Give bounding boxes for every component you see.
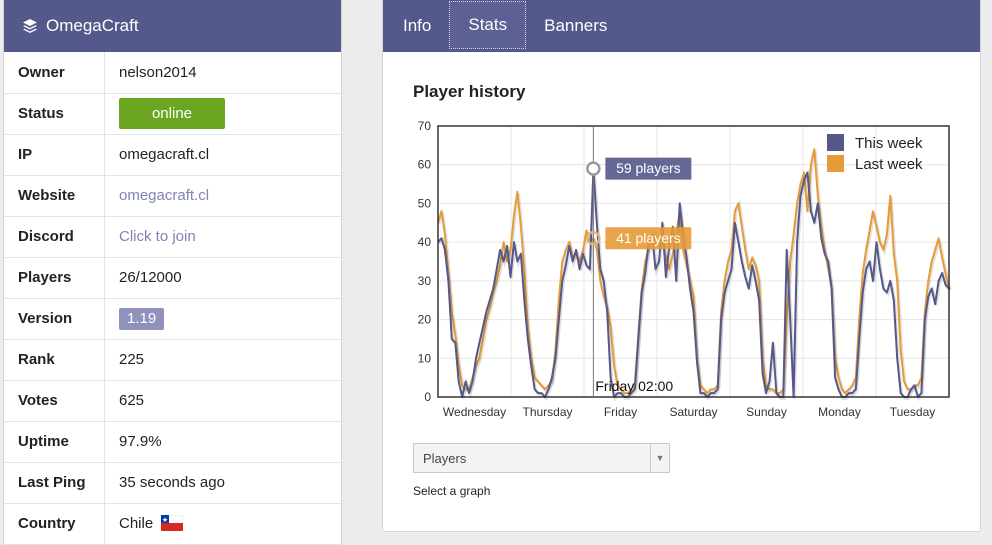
y-tick-label: 20 bbox=[418, 313, 432, 327]
legend-label[interactable]: This week bbox=[855, 135, 923, 152]
info-row-last-ping: Last Ping 35 seconds ago bbox=[4, 462, 341, 503]
info-value-cell: 1.19 bbox=[105, 298, 342, 339]
series-line-last-week bbox=[437, 148, 950, 395]
layers-icon bbox=[22, 18, 38, 34]
info-key: Rank bbox=[4, 339, 105, 380]
server-header: OmegaCraft bbox=[4, 0, 341, 52]
chile-flag-icon bbox=[160, 514, 184, 532]
x-tick-label: Friday bbox=[604, 405, 637, 419]
y-tick-label: 0 bbox=[424, 390, 431, 404]
x-tick-label: Wednesday bbox=[443, 405, 506, 419]
info-key: Players bbox=[4, 257, 105, 298]
info-value-cell: omegacraft.cl bbox=[105, 134, 342, 175]
y-tick-label: 30 bbox=[418, 274, 432, 288]
legend-swatch bbox=[827, 134, 844, 151]
info-value-cell: 225 bbox=[105, 339, 342, 380]
info-key: Discord bbox=[4, 216, 105, 257]
info-row-owner: Owner nelson2014 bbox=[4, 52, 341, 93]
info-value-cell: nelson2014 bbox=[105, 52, 342, 93]
server-info-panel: OmegaCraft Owner nelson2014 Status online IP… bbox=[3, 0, 342, 545]
hover-point-this-week bbox=[586, 161, 601, 176]
tab-bar: Info Stats Banners bbox=[383, 0, 980, 52]
x-tick-label: Monday bbox=[818, 405, 861, 419]
info-value: 26/12000 bbox=[119, 269, 182, 286]
tooltip-box bbox=[605, 227, 692, 250]
x-tick-label: Thursday bbox=[522, 405, 572, 419]
info-row-website: Website omegacraft.cl bbox=[4, 175, 341, 216]
info-value-cell: 97.9% bbox=[105, 421, 342, 462]
info-value-cell: 625 bbox=[105, 380, 342, 421]
info-row-status: Status online bbox=[4, 93, 341, 134]
y-tick-label: 40 bbox=[418, 235, 432, 249]
info-key: Status bbox=[4, 93, 105, 134]
chart-title: Player history bbox=[413, 82, 526, 101]
x-tick-label: Saturday bbox=[669, 405, 717, 419]
y-tick-label: 70 bbox=[418, 119, 432, 133]
y-tick-label: 50 bbox=[418, 196, 432, 210]
info-row-version: Version 1.19 bbox=[4, 298, 341, 339]
crosshair-label: Friday 02:00 bbox=[595, 378, 673, 394]
tab-info[interactable]: Info bbox=[403, 16, 432, 35]
info-value: 625 bbox=[119, 392, 145, 409]
graph-select[interactable]: Players ▼ bbox=[413, 443, 670, 473]
info-value-cell: 35 seconds ago bbox=[105, 462, 342, 503]
info-row-players: Players 26/12000 bbox=[4, 257, 341, 298]
info-row-discord: Discord Click to join bbox=[4, 216, 341, 257]
info-row-ip: IP omegacraft.cl bbox=[4, 134, 341, 175]
player-history-chart[interactable]: 0 10 20 30 40 50 60 70 Wednesday Thursday Friday Sa… bbox=[393, 112, 953, 422]
x-tick-label: Sunday bbox=[746, 405, 787, 419]
info-value-cell: omegacraft.cl bbox=[105, 175, 342, 216]
info-value: 97.9% bbox=[119, 433, 162, 450]
info-key: Votes bbox=[4, 380, 105, 421]
info-link[interactable]: Click to join bbox=[119, 228, 196, 245]
status-badge: online bbox=[119, 98, 225, 129]
info-row-uptime: Uptime 97.9% bbox=[4, 421, 341, 462]
tooltip-label: 59 players bbox=[616, 160, 681, 176]
stats-panel: Info Stats Banners Player history 0 10 20 3… bbox=[382, 0, 981, 532]
info-value-cell: 26/12000 bbox=[105, 257, 342, 298]
info-key: Version bbox=[4, 298, 105, 339]
info-value: nelson2014 bbox=[119, 63, 197, 81]
hover-point-last-week bbox=[586, 231, 601, 246]
graph-select-value: Players bbox=[423, 450, 467, 466]
info-row-votes: Votes 625 bbox=[4, 380, 341, 421]
info-value-cell: online bbox=[105, 93, 342, 134]
legend-swatch bbox=[827, 155, 844, 172]
info-value-cell: Chile bbox=[105, 503, 342, 544]
tab-banners[interactable]: Banners bbox=[544, 16, 608, 35]
info-row-rank: Rank 225 bbox=[4, 339, 341, 380]
tooltip-box bbox=[605, 157, 692, 180]
y-tick-label: 60 bbox=[418, 158, 432, 172]
info-key: Country bbox=[4, 503, 105, 544]
info-value: Chile bbox=[119, 515, 154, 532]
info-value: 35 seconds ago bbox=[119, 474, 225, 491]
tab-stats[interactable]: Stats bbox=[449, 1, 527, 49]
legend-label[interactable]: Last week bbox=[855, 156, 923, 173]
info-row-country: Country Chile bbox=[4, 503, 341, 544]
info-key: Website bbox=[4, 175, 105, 216]
info-key: Last Ping bbox=[4, 462, 105, 503]
server-name: OmegaCraft bbox=[46, 16, 139, 35]
version-badge: 1.19 bbox=[119, 307, 165, 330]
info-value: 225 bbox=[119, 351, 145, 368]
tooltip-label: 41 players bbox=[616, 230, 681, 246]
series-line-this-week bbox=[437, 167, 950, 398]
info-key: Uptime bbox=[4, 421, 105, 462]
x-tick-label: Tuesday bbox=[890, 405, 936, 419]
info-value: omegacraft.cl bbox=[119, 146, 210, 163]
info-key: Owner bbox=[4, 52, 105, 93]
plot-border bbox=[437, 125, 950, 398]
graph-select-caption: Select a graph bbox=[413, 484, 491, 498]
chevron-down-icon[interactable]: ▼ bbox=[650, 444, 669, 472]
server-info-table: Owner nelson2014 Status online IP omegacraft.… bbox=[4, 52, 341, 545]
info-link[interactable]: omegacraft.cl bbox=[119, 187, 210, 204]
info-value-cell: Click to join bbox=[105, 216, 342, 257]
info-key: IP bbox=[4, 134, 105, 175]
y-tick-label: 10 bbox=[418, 351, 432, 365]
